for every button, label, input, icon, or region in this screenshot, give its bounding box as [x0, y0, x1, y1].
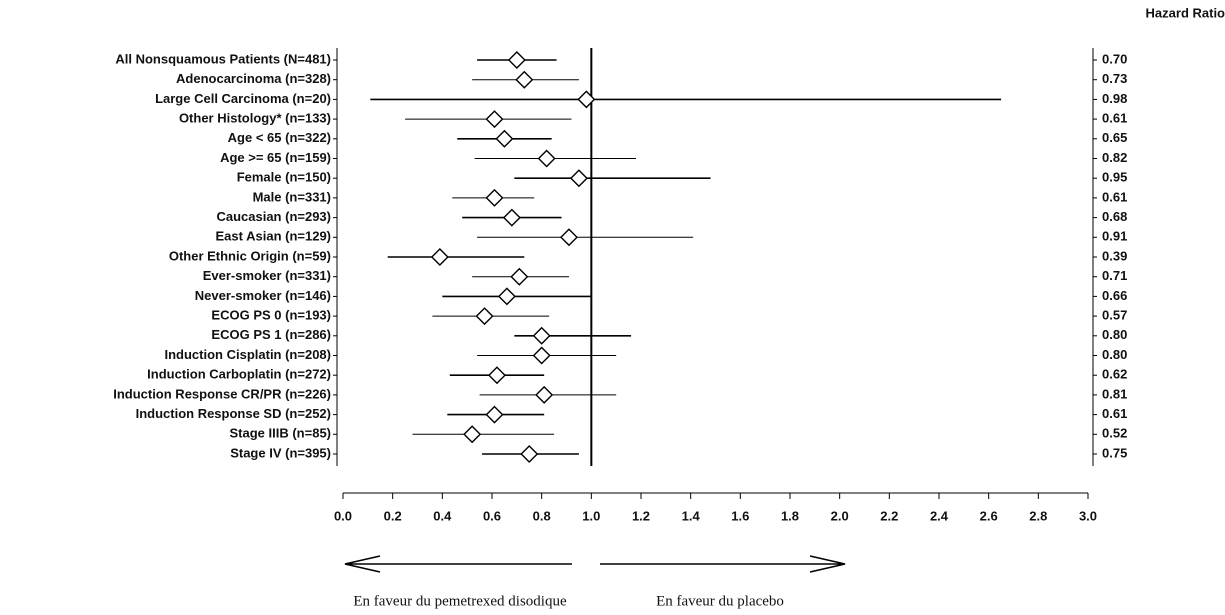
left-arrow — [344, 555, 572, 573]
row-label: Adenocarcinoma (n=328) — [176, 71, 331, 86]
row-label: Large Cell Carcinoma (n=20) — [155, 91, 331, 106]
x-tick-label: 2.2 — [880, 508, 898, 523]
x-tick-label: 1.4 — [682, 508, 701, 523]
value-label: 0.61 — [1102, 111, 1127, 126]
value-label: 0.98 — [1102, 91, 1127, 106]
x-tick-label: 0.0 — [334, 508, 352, 523]
row-label: Induction Response CR/PR (n=226) — [113, 386, 331, 401]
x-tick-label: 1.2 — [632, 508, 650, 523]
value-label: 0.68 — [1102, 209, 1127, 224]
hazard-ratio-marker — [520, 445, 539, 463]
x-tick-label: 2.6 — [980, 508, 998, 523]
x-tick-label: 2.0 — [831, 508, 849, 523]
hazard-ratio-marker — [485, 110, 504, 129]
x-tick-label: 0.4 — [433, 508, 452, 523]
row-label: Other Ethnic Origin (n=59) — [169, 248, 331, 263]
value-label: 0.81 — [1102, 386, 1127, 401]
hazard-ratio-marker — [475, 307, 494, 326]
hazard-ratio-marker — [577, 90, 596, 109]
value-label: 0.61 — [1102, 189, 1127, 204]
hazard-ratio-marker — [559, 228, 578, 247]
value-label: 0.65 — [1102, 130, 1127, 145]
value-label: 0.73 — [1102, 71, 1127, 86]
hazard-ratio-marker — [485, 405, 504, 424]
value-label: 0.82 — [1102, 150, 1127, 165]
value-label: 0.62 — [1102, 367, 1127, 382]
hazard-ratio-marker — [515, 70, 534, 89]
row-label: East Asian (n=129) — [216, 229, 331, 244]
hazard-ratio-marker — [507, 51, 526, 69]
row-label: Age < 65 (n=322) — [228, 130, 331, 145]
chart-title: Hazard Ratio — [1146, 5, 1225, 20]
x-tick-label: 0.2 — [384, 508, 402, 523]
hazard-ratio-marker — [532, 346, 551, 365]
row-label: Induction Cisplatin (n=208) — [165, 347, 332, 362]
row-label: ECOG PS 1 (n=286) — [211, 327, 331, 342]
hazard-ratio-marker — [510, 267, 529, 286]
value-label: 0.61 — [1102, 406, 1127, 421]
value-label: 0.70 — [1102, 51, 1127, 66]
hazard-ratio-marker — [497, 287, 516, 306]
x-tick-label: 0.6 — [483, 508, 501, 523]
value-label: 0.91 — [1102, 229, 1127, 244]
hazard-ratio-marker — [485, 188, 504, 207]
value-label: 0.75 — [1102, 445, 1127, 460]
row-label: Caucasian (n=293) — [216, 209, 331, 224]
row-label: Induction Response SD (n=252) — [136, 406, 331, 421]
hazard-ratio-marker — [430, 248, 449, 266]
hazard-ratio-marker — [535, 385, 554, 404]
row-label: Induction Carboplatin (n=272) — [147, 367, 331, 382]
row-label: Never-smoker (n=146) — [195, 288, 331, 303]
x-tick-label: 1.8 — [781, 508, 799, 523]
hazard-ratio-marker — [487, 366, 506, 385]
hazard-ratio-marker — [463, 425, 482, 444]
arrows — [344, 555, 846, 573]
x-tick-label: 1.0 — [582, 508, 600, 523]
value-label: 0.57 — [1102, 308, 1127, 323]
value-label: 0.80 — [1102, 327, 1127, 342]
value-label: 0.80 — [1102, 347, 1127, 362]
hazard-ratio-marker — [537, 149, 556, 168]
hazard-ratio-marker — [495, 129, 514, 148]
hazard-ratio-marker — [532, 326, 551, 345]
row-label: Stage IIIB (n=85) — [230, 426, 332, 441]
x-tick-label: 2.8 — [1029, 508, 1047, 523]
hazard-ratio-marker — [569, 169, 588, 188]
value-label: 0.66 — [1102, 288, 1127, 303]
annotation: En faveur du placebo — [656, 593, 784, 609]
value-label: 0.39 — [1102, 248, 1127, 263]
value-label: 0.52 — [1102, 426, 1127, 441]
row-label: Age >= 65 (n=159) — [220, 150, 331, 165]
annotation: En faveur du pemetrexed disodique — [353, 593, 567, 609]
row-label: Other Histology* (n=133) — [179, 111, 331, 126]
x-tick-label: 3.0 — [1079, 508, 1097, 523]
value-label: 0.71 — [1102, 268, 1127, 283]
right-arrow — [600, 555, 846, 573]
row-label: Male (n=331) — [253, 189, 331, 204]
row-label: Female (n=150) — [237, 170, 331, 185]
value-label: 0.95 — [1102, 170, 1127, 185]
row-label: Ever-smoker (n=331) — [203, 268, 331, 283]
hazard-ratio-marker — [502, 208, 521, 227]
row-label: Stage IV (n=395) — [230, 445, 331, 460]
row-label: ECOG PS 0 (n=193) — [211, 308, 331, 323]
x-tick-label: 2.4 — [930, 508, 949, 523]
x-tick-label: 0.8 — [533, 508, 551, 523]
row-label: All Nonsquamous Patients (N=481) — [115, 51, 331, 66]
x-tick-label: 1.6 — [731, 508, 749, 523]
